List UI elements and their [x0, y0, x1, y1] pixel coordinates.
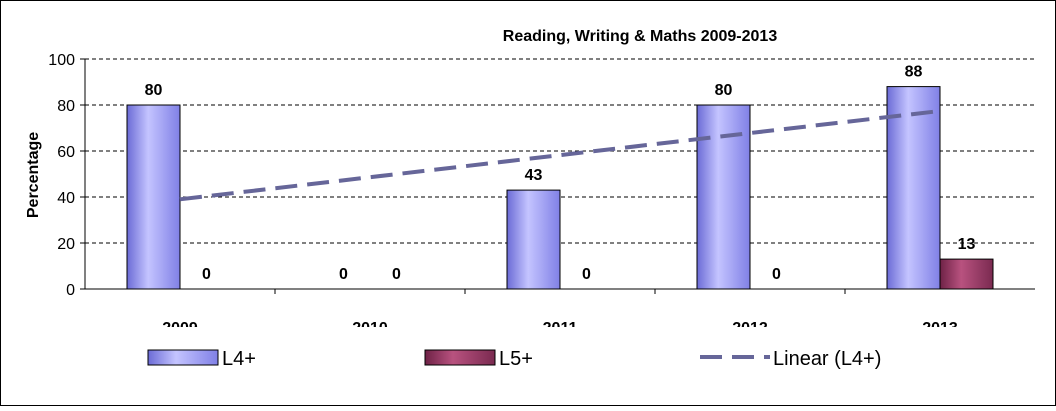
legend-label: L4+ — [222, 348, 256, 370]
data-label: 0 — [339, 266, 348, 283]
data-label: 80 — [145, 82, 163, 99]
bar — [939, 258, 994, 290]
x-tick-label: 2011 — [543, 320, 578, 337]
x-labels: 2009 2010 2011 2012 2013 — [162, 320, 958, 337]
x-tick-label: 2009 — [162, 320, 198, 337]
y-tick-label: 20 — [57, 236, 75, 253]
x-tick-label: 2010 — [352, 320, 388, 337]
x-tick-label: 2013 — [922, 320, 958, 337]
bar — [886, 86, 941, 290]
data-label: 43 — [525, 167, 543, 184]
legend-swatch — [147, 349, 219, 366]
x-tick-label: 2012 — [732, 320, 768, 337]
y-tick-label: 80 — [57, 98, 75, 115]
y-axis-label: Percentage — [25, 132, 42, 218]
data-label: 0 — [392, 266, 401, 283]
plot: 0 20 40 60 80 100 2009 2010 2011 2012 2013 80 0 0 0 43 0… — [48, 52, 1035, 370]
y-tick-label: 40 — [57, 190, 75, 207]
bar — [506, 189, 561, 290]
data-label: 0 — [582, 266, 591, 283]
data-label: 0 — [202, 266, 211, 283]
data-label: 13 — [958, 236, 976, 253]
data-label: 0 — [772, 266, 781, 283]
data-label: 88 — [905, 64, 923, 81]
legend-label: L5+ — [499, 348, 533, 370]
y-tick-label: 0 — [66, 282, 75, 299]
legend-label: Linear (L4+) — [773, 348, 881, 370]
y-tick-label: 60 — [57, 144, 75, 161]
chart-title: Reading, Writing & Maths 2009-2013 — [503, 28, 778, 45]
bar — [126, 104, 181, 290]
y-tick-label: 100 — [48, 52, 75, 69]
legend-swatch — [424, 349, 496, 366]
data-label: 80 — [715, 82, 733, 99]
